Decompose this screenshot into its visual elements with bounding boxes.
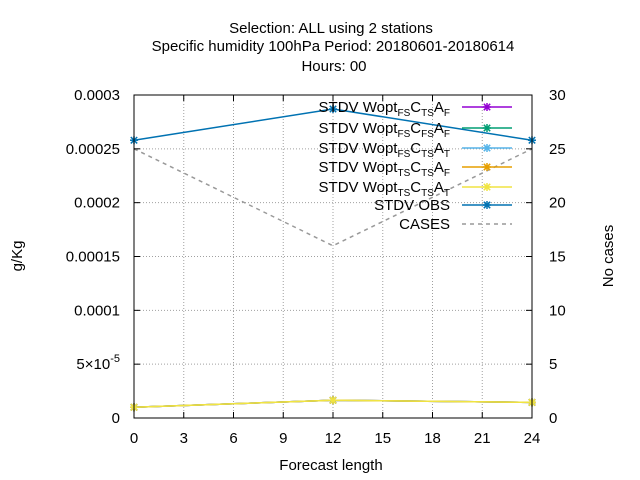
marker-stroke [483, 103, 491, 111]
x-tick-label: 9 [279, 430, 287, 447]
legend-subscript: F [444, 108, 450, 119]
legend-text: C [410, 179, 421, 196]
legend-label-6: STDV OBS [374, 197, 450, 214]
x-tick-label: 6 [229, 430, 237, 447]
series-layer [130, 104, 536, 412]
legend-text: A [434, 179, 444, 196]
y-tick-label: 0.0003 [74, 87, 120, 104]
legend-text: C [410, 140, 421, 157]
marker-stroke [329, 105, 337, 113]
data-point-series-5 [329, 396, 337, 405]
x-tick-label: 15 [374, 430, 391, 447]
legend-text: STDV Wopt [319, 159, 399, 176]
legend-subscript: TS [421, 149, 434, 160]
chart-title-line-3: Hours: 00 [301, 58, 366, 75]
x-tick-label: 24 [524, 430, 541, 447]
legend-text: C [410, 159, 421, 176]
legend-text: A [434, 99, 444, 116]
chart-title-line-2: Specific humidity 100hPa Period: 2018060… [152, 38, 515, 55]
legend-subscript: F [444, 129, 450, 140]
legend-text: STDV Wopt [319, 99, 399, 116]
legend-label-5: STDV WoptTSCTSAT [319, 179, 450, 199]
legend-text: A [434, 159, 444, 176]
legend-label-7: CASES [399, 216, 450, 233]
y-tick-label: 0 [112, 410, 120, 427]
legend-subscript: TS [421, 188, 434, 199]
x-axis-label: Forecast length [279, 457, 382, 474]
ticks: 0 3 6 9 12 15 18 21 24 0 5×10-5 0.0001 0.00015 0.0002… [66, 87, 566, 447]
legend-subscript: TS [397, 168, 410, 179]
x-tick-label: 3 [180, 430, 188, 447]
legend-subscript: FS [421, 129, 434, 140]
legend-label-1: STDV WoptFSCTSAF [319, 99, 450, 119]
legend-marker-1 [483, 103, 491, 111]
y2-tick-label: 0 [549, 410, 557, 427]
y2-tick-label: 15 [549, 249, 566, 266]
y2-axis-label: No cases [600, 225, 617, 288]
legend-text: STDV Wopt [319, 120, 399, 137]
y-tick-label: 0.00015 [66, 249, 120, 266]
y2-tick-label: 10 [549, 302, 566, 319]
marker-stroke [483, 163, 491, 171]
legend-marker-6 [483, 201, 491, 209]
x-tick-label: 18 [424, 430, 441, 447]
legend-marker-4 [483, 163, 491, 171]
y-tick-label: 5×10-5 [76, 353, 120, 373]
legend-text: STDV Wopt [319, 179, 399, 196]
series-line-7 [133, 148, 533, 247]
marker-stroke [483, 144, 491, 152]
legend-subscript: T [444, 149, 450, 160]
legend-text: C [410, 120, 421, 137]
legend-marker-3 [483, 144, 491, 152]
y-tick-label: 0.0002 [74, 195, 120, 212]
legend-text: C [410, 99, 421, 116]
legend-label-2: STDV WoptFSCFSAF [319, 120, 450, 140]
y-tick-label: 0.00025 [66, 141, 120, 158]
marker-stroke [483, 183, 491, 191]
legend-subscript: F [444, 168, 450, 179]
legend-label-4: STDV WoptTSCTSAF [319, 159, 450, 179]
y-axis-label: g/Kg [9, 241, 26, 272]
marker-stroke [483, 201, 491, 209]
legend-text: STDV OBS [374, 197, 450, 214]
y2-tick-label: 25 [549, 141, 566, 158]
chart-title-line-1: Selection: ALL using 2 stations [229, 20, 433, 37]
legend-subscript: FS [397, 129, 410, 140]
x-tick-label: 21 [474, 430, 491, 447]
y2-tick-label: 20 [549, 195, 566, 212]
legend-subscript: TS [397, 188, 410, 199]
legend-subscript: T [444, 188, 450, 199]
legend-subscript: FS [397, 108, 410, 119]
y2-tick-label: 5 [549, 356, 557, 373]
y-tick-label: 0.0001 [74, 302, 120, 319]
x-tick-label: 12 [325, 430, 342, 447]
legend-text: CASES [399, 216, 450, 233]
x-tick-label: 0 [130, 430, 138, 447]
marker-stroke [329, 396, 337, 404]
y2-tick-label: 30 [549, 87, 566, 104]
legend-text: STDV Wopt [319, 140, 399, 157]
legend-subscript: TS [421, 108, 434, 119]
legend-marker-2 [483, 124, 491, 132]
legend-label-3: STDV WoptFSCTSAT [319, 140, 450, 160]
legend-subscript: TS [421, 168, 434, 179]
marker-stroke [483, 124, 491, 132]
grid [134, 95, 532, 418]
y-tick-exponent: -5 [110, 353, 120, 365]
data-point-series-6 [329, 104, 337, 113]
legend-subscript: FS [397, 149, 410, 160]
legend-marker-5 [483, 183, 491, 191]
legend-text: A [434, 120, 444, 137]
legend-text: A [434, 140, 444, 157]
